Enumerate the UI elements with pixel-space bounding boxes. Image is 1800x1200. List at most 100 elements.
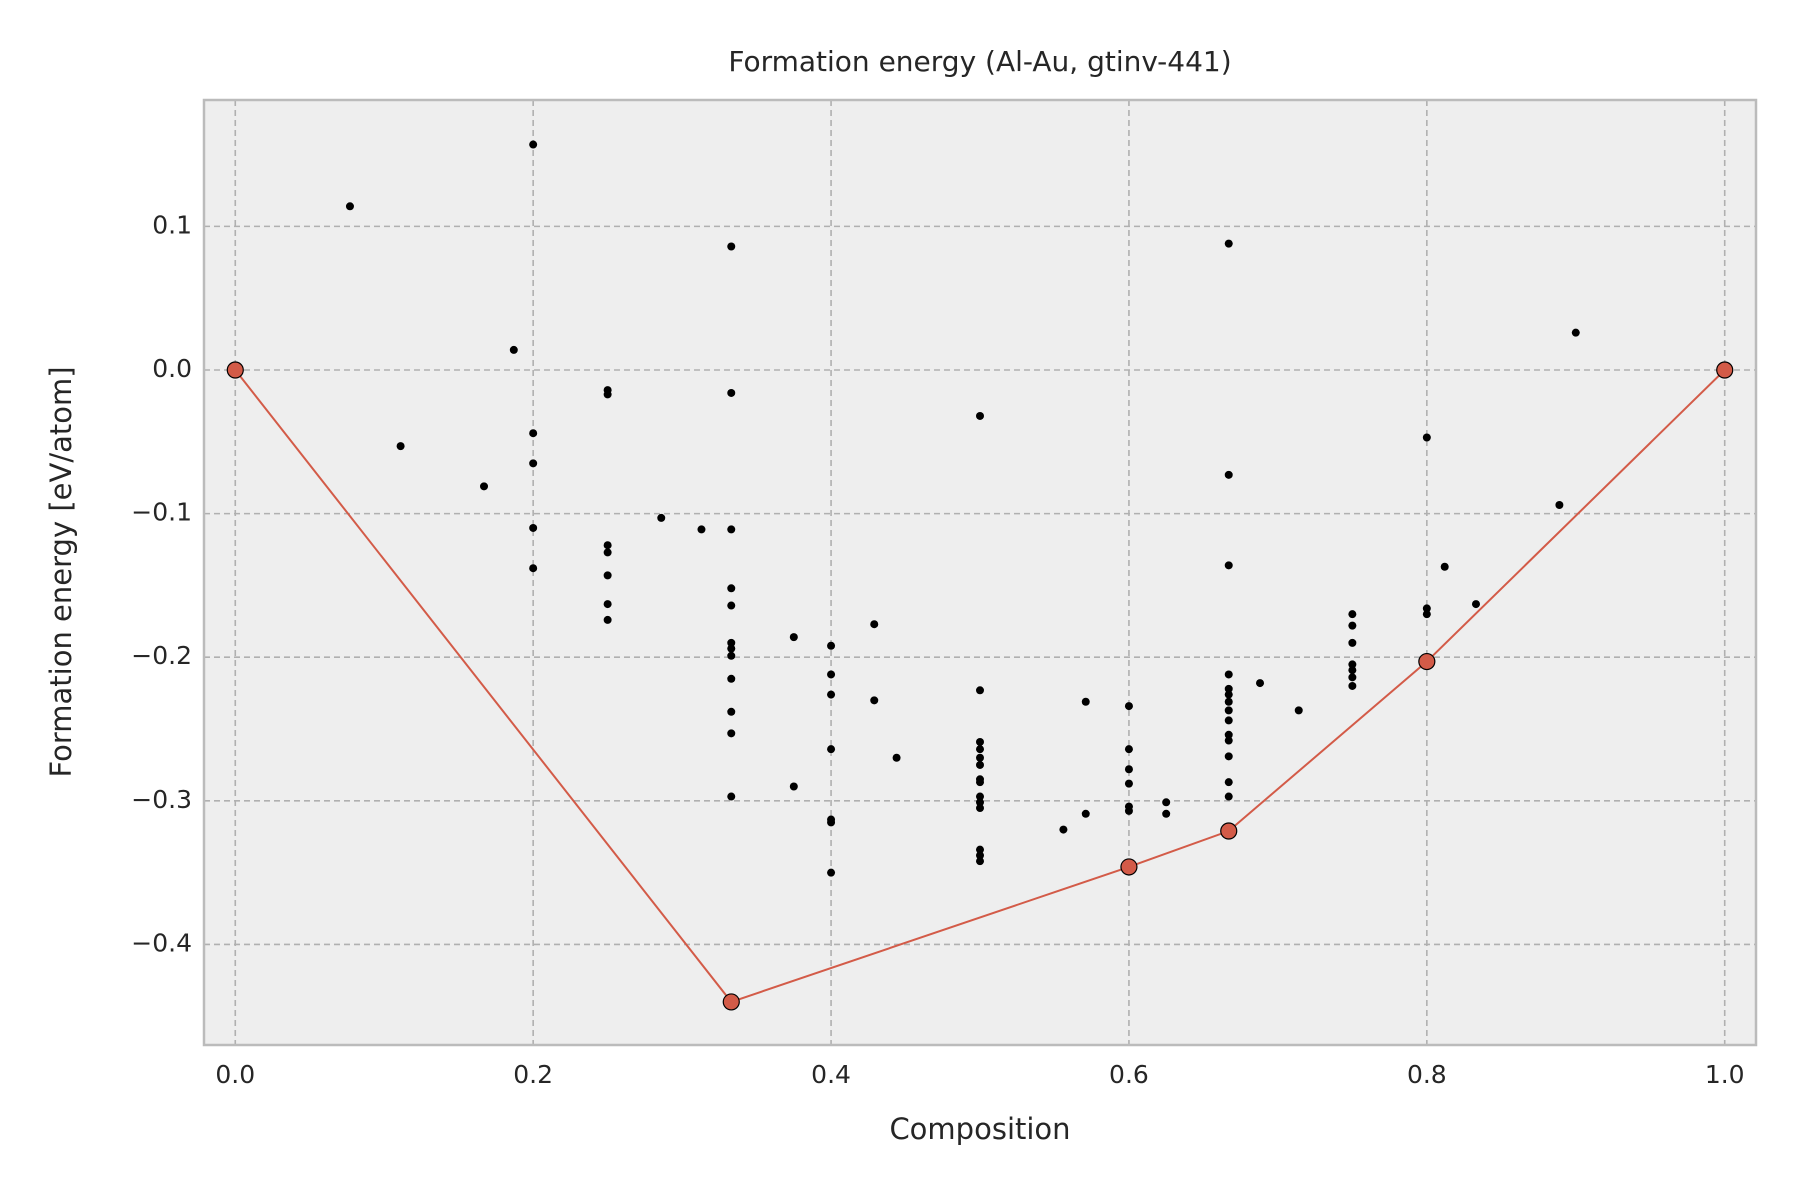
y-tick-label: 0.1 <box>152 210 192 239</box>
hull-point <box>1418 652 1436 671</box>
data-point <box>345 202 354 211</box>
data-point <box>1422 610 1431 619</box>
data-point <box>1348 660 1357 669</box>
data-point <box>727 792 736 801</box>
data-point <box>1224 690 1233 699</box>
data-point <box>697 525 706 534</box>
x-tick-label: 0.2 <box>513 1060 553 1089</box>
x-tick-label: 1.0 <box>1705 1060 1745 1089</box>
data-point <box>603 571 612 580</box>
data-point <box>1422 433 1431 442</box>
data-point <box>1224 239 1233 248</box>
chart-title: Formation energy (Al-Au, gtinv-441) <box>728 45 1231 78</box>
data-point <box>976 798 984 807</box>
data-point <box>1294 706 1303 715</box>
data-point <box>1348 673 1357 682</box>
data-point <box>529 459 538 468</box>
data-point <box>1224 730 1233 739</box>
data-point <box>657 513 666 522</box>
data-point <box>727 707 736 716</box>
data-point <box>727 525 736 534</box>
data-point <box>727 674 736 683</box>
x-tick-label: 0.4 <box>811 1060 851 1089</box>
data-point <box>1224 792 1233 801</box>
data-point <box>1124 745 1133 754</box>
data-point <box>509 345 518 354</box>
data-point <box>1224 697 1233 706</box>
data-point <box>727 601 736 610</box>
data-point <box>727 584 736 593</box>
hull-line <box>234 369 1726 1004</box>
data-point <box>1224 470 1233 479</box>
hull-point <box>1220 822 1238 840</box>
data-point <box>727 651 736 660</box>
data-point <box>827 868 836 877</box>
hull-point <box>722 993 740 1011</box>
data-point <box>870 696 879 705</box>
data-point <box>529 429 538 438</box>
data-point <box>603 541 612 550</box>
data-point <box>1124 702 1133 711</box>
data-point <box>827 745 836 754</box>
data-point <box>1059 825 1068 834</box>
data-point <box>976 792 984 801</box>
data-point <box>827 818 836 827</box>
data-point <box>976 686 984 695</box>
y-tick-label: −0.1 <box>131 498 192 527</box>
data-point <box>1081 697 1090 706</box>
data-point <box>1124 806 1133 815</box>
data-point <box>1224 561 1233 570</box>
data-point <box>1555 501 1564 509</box>
data-point <box>1081 809 1090 818</box>
y-tick-label: −0.3 <box>131 785 192 814</box>
data-point <box>976 737 984 746</box>
data-point <box>976 745 984 754</box>
data-point <box>976 778 984 787</box>
data-point <box>1124 765 1133 774</box>
data-point <box>1471 600 1480 609</box>
data-point <box>1224 716 1233 725</box>
data-point <box>727 242 736 251</box>
data-point <box>976 753 984 762</box>
data-point <box>976 760 984 769</box>
data-point <box>727 729 736 738</box>
data-point <box>1422 604 1431 613</box>
x-tick-label: 0.6 <box>1109 1060 1149 1089</box>
x-axis-label: Composition <box>889 1112 1070 1146</box>
y-tick-label: −0.4 <box>131 928 192 957</box>
data-point <box>1224 736 1233 745</box>
data-point <box>1348 666 1357 675</box>
x-tick-label: 0.8 <box>1407 1060 1447 1089</box>
data-point <box>1224 670 1233 679</box>
y-tick-label: 0.0 <box>152 354 192 383</box>
data-point <box>1224 778 1233 787</box>
data-point <box>1348 681 1357 690</box>
hull-point <box>1716 361 1734 379</box>
data-point <box>827 670 836 679</box>
data-point <box>1162 809 1171 818</box>
data-point <box>976 857 984 866</box>
data-point <box>1224 706 1233 715</box>
data-point <box>827 690 836 699</box>
data-point <box>603 600 612 609</box>
data-point <box>789 782 798 791</box>
data-point <box>1256 679 1265 688</box>
hull-point <box>226 361 244 379</box>
data-point <box>1348 638 1357 647</box>
data-point <box>727 638 736 647</box>
y-axis-label: Formation energy [eV/atom] <box>44 366 78 777</box>
data-point <box>976 845 984 854</box>
data-point <box>603 548 612 557</box>
data-point <box>529 564 538 573</box>
data-point <box>1224 752 1233 761</box>
data-point <box>727 388 736 397</box>
data-point <box>396 442 405 451</box>
data-point <box>976 851 984 860</box>
data-point <box>480 482 489 491</box>
data-point <box>1440 562 1449 571</box>
data-point <box>603 390 612 399</box>
data-point <box>603 615 612 624</box>
data-point <box>827 641 836 650</box>
x-tick-label: 0.0 <box>215 1060 255 1089</box>
